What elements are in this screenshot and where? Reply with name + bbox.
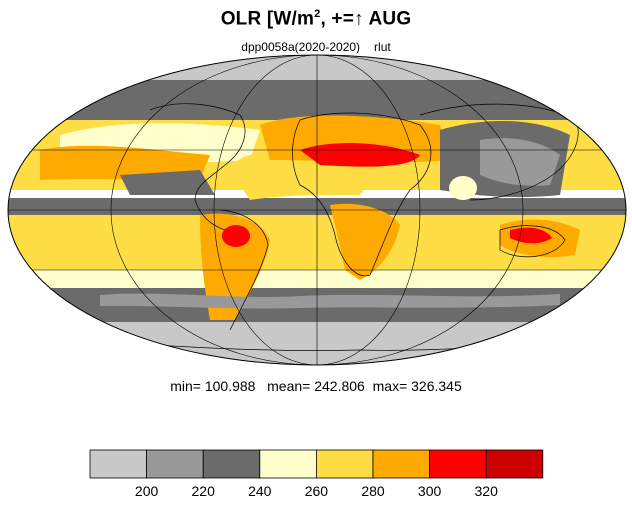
title-month: AUG: [368, 8, 412, 30]
region-sahara-hot: [300, 143, 420, 167]
colorbar-box: [372, 449, 430, 479]
colorbar-tick-label: 240: [248, 483, 272, 499]
band-antarctic: [8, 322, 626, 365]
map-outline: [7, 54, 627, 366]
region-amazon-hot: [222, 225, 250, 247]
colorbar-box: [146, 449, 204, 479]
colorbar-box: [89, 449, 147, 479]
colorbar-box: [202, 449, 261, 479]
meridian-60: [213, 55, 421, 365]
colorbar-box: [259, 449, 317, 479]
colorbar-boxes: [89, 449, 544, 479]
colorbar-tick-label: 260: [305, 483, 329, 499]
region-india-clear: [449, 176, 477, 200]
coast-australia: [499, 225, 566, 258]
colorbar-tick-label: 320: [475, 483, 499, 499]
region-south-africa: [330, 203, 400, 280]
colorbar-box: [315, 449, 374, 479]
colorbar: 200 220 240 260 280 300 320: [89, 449, 544, 499]
variable-label: rlut: [374, 40, 391, 54]
mean-label: mean=: [267, 378, 311, 394]
region-australia-hot: [510, 227, 552, 244]
coast-asia: [419, 103, 579, 201]
region-central-america: [120, 170, 215, 195]
region-south-america: [200, 213, 270, 320]
meridian-120: [110, 55, 524, 365]
plot-subtitle: dpp0058a(2020-2020) rlut: [0, 40, 632, 54]
max-label: max=: [372, 378, 408, 394]
coast-africa-europe: [292, 112, 432, 277]
coast-south-america: [219, 209, 269, 331]
colorbar-box: [429, 449, 487, 479]
colorbar-tick-label: 200: [135, 483, 159, 499]
graticule: [8, 55, 626, 365]
colorbar-box: [485, 449, 544, 479]
up-arrow-icon: ↑: [354, 8, 364, 30]
min-label: min=: [170, 378, 201, 394]
title-text-2: , +=: [320, 8, 354, 30]
region-north-pacific-warm: [40, 145, 210, 180]
colorbar-labels: 200 220 240 260 280 300 320: [135, 483, 498, 499]
plot-title: OLR [W/m2, +=↑ AUG: [0, 8, 632, 30]
coast-north-america: [149, 103, 246, 231]
mean-value: 242.806: [314, 378, 365, 394]
band-north-high: [8, 80, 626, 120]
title-text: OLR [W/m: [220, 8, 315, 30]
experiment-label: dpp0058a(2020-2020): [241, 40, 361, 54]
title-superscript: 2: [314, 8, 321, 20]
statistics-line: min= 100.988 mean= 242.806 max= 326.345: [0, 378, 632, 394]
colorbar-tick-label: 280: [361, 483, 385, 499]
coastlines: [89, 103, 579, 351]
band-storm-track: [100, 293, 560, 309]
region-atlantic: [230, 153, 370, 200]
colorbar-tick-label: 220: [192, 483, 216, 499]
max-value: 326.345: [411, 378, 462, 394]
colorbar-tick-label: 300: [418, 483, 442, 499]
min-value: 100.988: [204, 378, 256, 394]
